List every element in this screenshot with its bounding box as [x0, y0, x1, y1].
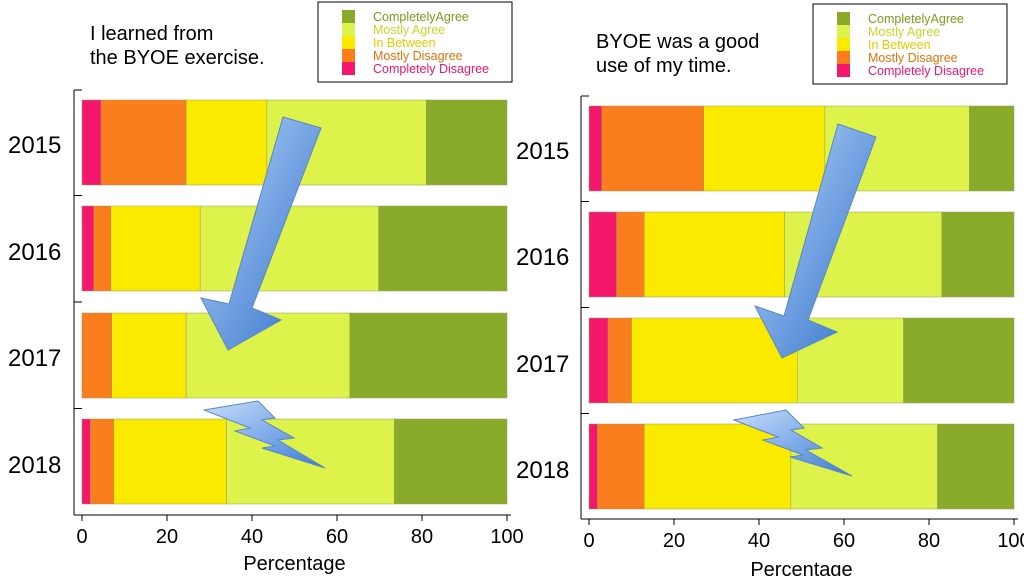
x-tick-label: 20: [156, 526, 178, 548]
bar-segment: [81, 418, 91, 505]
x-tick-label: 80: [411, 526, 433, 548]
bar-segment: [426, 99, 508, 186]
bar-segment: [644, 211, 785, 298]
x-axis-label: Percentage: [243, 553, 345, 575]
category-label: 2017: [516, 351, 569, 378]
category-label: 2018: [8, 452, 61, 479]
lightning-bolt-left: [202, 400, 326, 469]
category-label: 2018: [516, 457, 569, 484]
legend-swatch: [837, 12, 850, 25]
bar-segment: [588, 105, 602, 192]
legend-label: CompletelyAgree: [868, 12, 964, 26]
category-label: 2015: [516, 138, 569, 165]
bar-segment: [588, 317, 609, 404]
bar-segment: [81, 312, 112, 399]
x-tick-label: 0: [76, 526, 87, 548]
bar-segment: [597, 423, 645, 510]
legend-swatch: [342, 23, 355, 36]
legend-swatch: [837, 64, 850, 77]
bar-segment: [81, 99, 102, 186]
bar-segment: [607, 317, 632, 404]
category-label: 2016: [516, 244, 569, 271]
bar-segment: [969, 105, 1015, 192]
bar-segment: [644, 423, 792, 510]
legend-label: In Between: [868, 38, 931, 52]
bar-segment: [113, 418, 227, 505]
x-tick-label: 100: [490, 526, 523, 548]
legend-swatch: [342, 49, 355, 62]
chart-title-line: use of my time.: [596, 55, 732, 77]
category-label: 2015: [8, 132, 61, 159]
bar-segment: [110, 205, 201, 292]
legend-label: Mostly Disagree: [868, 51, 958, 65]
chart-title-line: I learned from: [90, 23, 213, 45]
legend-label: CompletelyAgree: [373, 10, 469, 24]
bar-segment: [81, 205, 95, 292]
legend-label: Mostly Agree: [868, 25, 940, 39]
legend-swatch: [837, 51, 850, 64]
legend-label: In Between: [373, 36, 436, 50]
lightning-bolt-right: [732, 409, 853, 477]
down-arrow-right: [753, 123, 877, 359]
bar-segment: [90, 418, 115, 505]
legend-label: Completely Disagree: [373, 62, 489, 76]
legend-swatch: [342, 36, 355, 49]
bar-segment: [185, 99, 268, 186]
chart-title-line: the BYOE exercise.: [90, 47, 265, 69]
legend-swatch: [342, 62, 355, 75]
bar-segment: [616, 211, 645, 298]
x-tick-label: 40: [748, 530, 770, 552]
bar-segment: [349, 312, 508, 399]
legend-label: Mostly Disagree: [373, 49, 463, 63]
bar-segment: [394, 418, 508, 505]
legend-swatch: [837, 38, 850, 51]
bar-segment: [937, 423, 1015, 510]
category-label: 2016: [8, 239, 61, 266]
bar-segment: [100, 99, 187, 186]
bar-segment: [790, 423, 938, 510]
bar-segment: [903, 317, 1015, 404]
bar-segment: [111, 312, 187, 399]
x-tick-label: 40: [241, 526, 263, 548]
chart-title-line: BYOE was a good: [596, 31, 759, 53]
legend-swatch: [837, 25, 850, 38]
bar-segment: [588, 423, 598, 510]
x-tick-label: 60: [326, 526, 348, 548]
x-tick-label: 100: [997, 530, 1024, 552]
bar-segment: [378, 205, 508, 292]
x-tick-label: 0: [583, 530, 594, 552]
bar-segment: [601, 105, 704, 192]
category-label: 2017: [8, 345, 61, 372]
bar-segment: [941, 211, 1015, 298]
x-tick-label: 20: [663, 530, 685, 552]
bar-segment: [588, 211, 617, 298]
legend-label: Completely Disagree: [868, 64, 984, 78]
bar-segment: [199, 205, 379, 292]
down-arrow-left: [200, 116, 322, 351]
legend-swatch: [342, 10, 355, 23]
bar-segment: [703, 105, 826, 192]
x-axis-label: Percentage: [750, 559, 852, 576]
x-tick-label: 80: [918, 530, 940, 552]
bar-segment: [93, 205, 112, 292]
x-tick-label: 60: [833, 530, 855, 552]
legend-label: Mostly Agree: [373, 23, 445, 37]
